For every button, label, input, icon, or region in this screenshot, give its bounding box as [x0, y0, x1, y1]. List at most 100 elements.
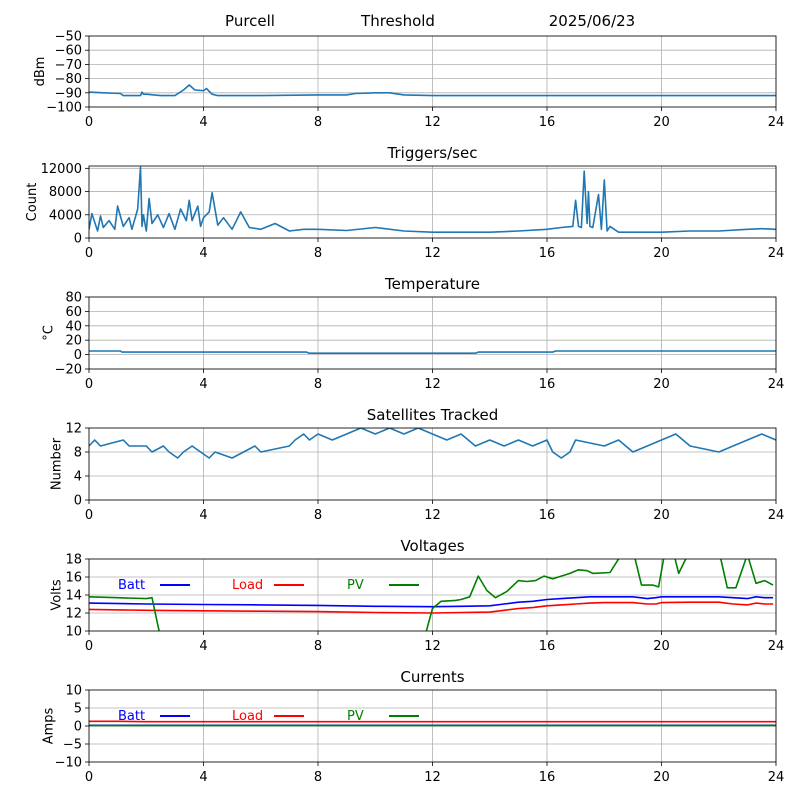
series-group [89, 559, 774, 631]
x-tick-label: 8 [314, 115, 322, 130]
x-tick-label: 24 [768, 115, 785, 130]
threshold-title: Threshold [360, 12, 435, 30]
y-tick-label: 60 [65, 305, 82, 320]
x-tick-label: 0 [85, 508, 93, 523]
y-axis-label: Number [50, 437, 65, 490]
legend-label-batt: Batt [118, 709, 145, 724]
x-tick-label: 4 [199, 770, 207, 785]
x-tick-label: 8 [314, 639, 322, 654]
x-tick-label: 24 [768, 246, 785, 261]
series-line-1 [89, 84, 776, 97]
y-tick-label: −60 [55, 44, 82, 59]
series-line-1 [89, 428, 776, 459]
x-tick-label: 16 [539, 770, 556, 785]
series-group [89, 166, 776, 233]
legend-label-load: Load [232, 709, 263, 724]
panel-threshold: 0 4 8 12 16 20 24 −100−90−80−70−60−50 dBm [33, 30, 784, 131]
x-tick-label: 12 [424, 639, 441, 654]
legend-label-pv: PV [347, 709, 364, 724]
x-tick-label: 16 [539, 115, 556, 130]
panel-title: Temperature [384, 275, 480, 293]
panel-title: Currents [400, 668, 464, 686]
y-axis-label: dBm [33, 57, 48, 87]
y-tick-label: 14 [65, 589, 82, 604]
x-tick-label: 20 [653, 639, 670, 654]
legend-label-batt: Batt [118, 578, 145, 593]
y-tick-label: 18 [65, 553, 82, 568]
y-tick-label: 10 [65, 684, 82, 699]
x-tick-label: 20 [653, 115, 670, 130]
y-tick-label: −90 [55, 86, 82, 101]
x-tick-label: 20 [653, 508, 670, 523]
y-axis-label: Amps [41, 707, 56, 744]
x-tick-label: 24 [768, 377, 785, 392]
y-axis-label: Volts [50, 579, 65, 611]
series-group [89, 428, 776, 459]
series-group [89, 84, 776, 97]
series-line-pv [89, 559, 774, 631]
y-tick-label: 4000 [49, 208, 82, 223]
y-tick-label: −70 [55, 58, 82, 73]
x-tick-label: 24 [768, 639, 785, 654]
station-name: Purcell [225, 12, 275, 30]
legend-label-load: Load [232, 578, 263, 593]
x-tick-label: 0 [85, 770, 93, 785]
y-tick-label: 20 [65, 334, 82, 349]
series-line-batt [89, 595, 774, 608]
y-tick-label: 0 [74, 348, 82, 363]
x-tick-label: 12 [424, 377, 441, 392]
y-tick-label: 8000 [49, 185, 82, 200]
panel-satellites: 0 4 8 12 16 20 24 0 4 8 12 Satellites Tracked Number [50, 406, 785, 523]
y-tick-label: 10 [65, 625, 82, 640]
y-tick-label: −5 [63, 738, 82, 753]
x-tick-label: 24 [768, 770, 785, 785]
x-tick-label: 20 [653, 770, 670, 785]
y-tick-label: 0 [74, 494, 82, 509]
x-tick-label: 8 [314, 377, 322, 392]
x-tick-label: 16 [539, 639, 556, 654]
y-axis-label: °C [41, 325, 56, 341]
x-tick-label: 12 [424, 246, 441, 261]
legend-label-pv: PV [347, 578, 364, 593]
x-tick-label: 4 [199, 115, 207, 130]
x-tick-label: 8 [314, 508, 322, 523]
x-tick-label: 4 [199, 639, 207, 654]
y-tick-label: 5 [74, 702, 82, 717]
panel-title: Satellites Tracked [367, 406, 498, 424]
x-tick-label: 24 [768, 508, 785, 523]
y-tick-label: 40 [65, 319, 82, 334]
x-tick-label: 12 [424, 508, 441, 523]
x-tick-label: 4 [199, 377, 207, 392]
x-tick-label: 0 [85, 246, 93, 261]
y-tick-label: 16 [65, 571, 82, 586]
series-group [89, 720, 776, 727]
y-tick-label: 12000 [41, 162, 82, 177]
x-tick-label: 20 [653, 246, 670, 261]
x-tick-label: 0 [85, 377, 93, 392]
x-tick-label: 0 [85, 115, 93, 130]
series-line-1 [89, 350, 776, 355]
series-line-load [89, 601, 774, 614]
x-tick-label: 0 [85, 639, 93, 654]
x-tick-label: 4 [199, 508, 207, 523]
panel-currents: 0 4 8 12 16 20 24 −10 −5 0 5 10 Currents Amps Batt Load… [41, 668, 784, 785]
x-tick-label: 16 [539, 246, 556, 261]
x-tick-label: 12 [424, 115, 441, 130]
y-axis-label: Count [25, 183, 40, 222]
panel-voltages: 0 4 8 12 16 20 24 10 12 14 16 18 Voltages Volts Batt Lo… [50, 537, 785, 654]
x-tick-label: 4 [199, 246, 207, 261]
y-tick-label: −20 [55, 363, 82, 378]
series-group [89, 350, 776, 355]
y-tick-label: −50 [55, 30, 82, 45]
x-tick-label: 16 [539, 508, 556, 523]
report-date: 2025/06/23 [549, 12, 635, 30]
y-tick-label: 0 [74, 232, 82, 247]
x-tick-label: 8 [314, 770, 322, 785]
y-tick-label: 0 [74, 720, 82, 735]
series-line-1 [89, 166, 776, 233]
y-tick-label: 4 [74, 470, 82, 485]
y-tick-label: −10 [55, 756, 82, 771]
panel-title: Triggers/sec [387, 144, 478, 162]
panel-triggers: 0 4 8 12 16 20 24 0 4000 8000 12000 Triggers/sec Cou… [25, 144, 784, 261]
